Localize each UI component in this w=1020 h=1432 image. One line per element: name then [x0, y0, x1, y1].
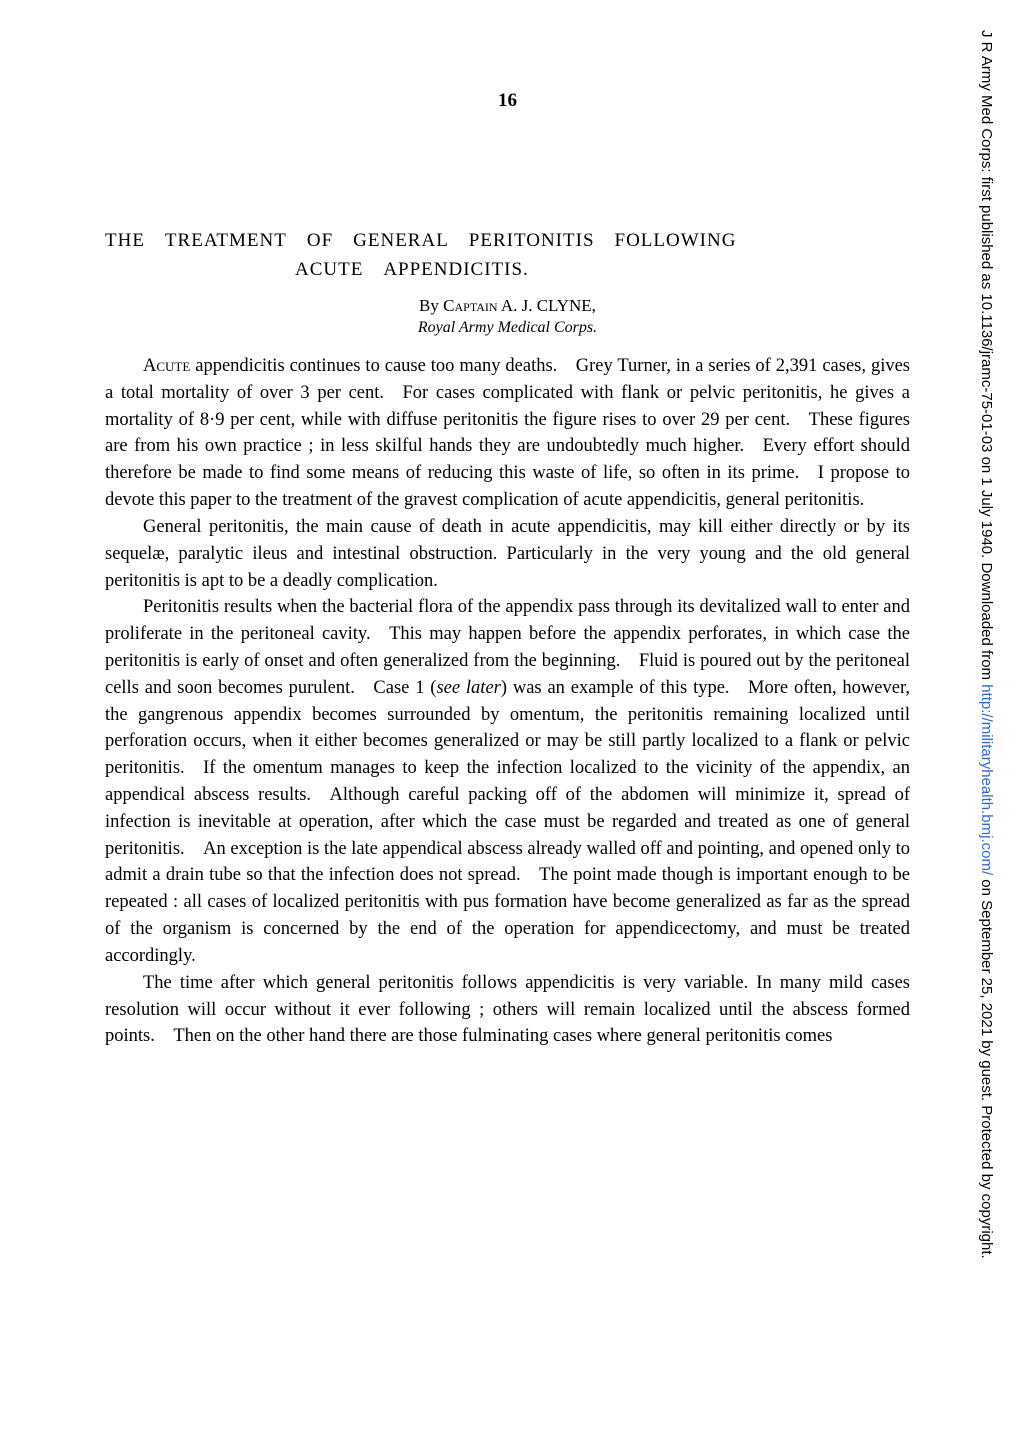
copyright-sidebar: J R Army Med Corps: first published as 1… [977, 30, 997, 1400]
paragraph-1: Acute appendicitis continues to cause to… [105, 353, 910, 514]
article-title: THE TREATMENT OF GENERAL PERITONITIS FOL… [105, 227, 910, 284]
article-body: Acute appendicitis continues to cause to… [105, 353, 910, 1050]
sidebar-text-1: J R Army Med Corps: first published as 1… [978, 30, 995, 684]
title-line-1: THE TREATMENT OF GENERAL PERITONITIS FOL… [105, 227, 910, 256]
paragraph-1-text: appendicitis continues to cause too many… [105, 356, 910, 510]
p3-italic: see later [436, 678, 500, 698]
page-number: 16 [105, 90, 910, 112]
paragraph-4: The time after which general peritonitis… [105, 970, 910, 1050]
sidebar-text-2: on September 25, 2021 by guest. Protecte… [978, 875, 995, 1259]
author-name: Captain A. J. CLYNE, [443, 296, 596, 315]
p3-after-italic: ) was an example of this type. More ofte… [105, 678, 910, 966]
paragraph-2: General peritonitis, the main cause of d… [105, 514, 910, 594]
title-line-2: ACUTE APPENDICITIS. [105, 256, 910, 285]
byline-prefix: By [419, 296, 443, 315]
source-link[interactable]: http://militaryhealth.bmj.com/ [978, 684, 995, 875]
paragraph-3: Peritonitis results when the bacterial f… [105, 594, 910, 969]
author-byline: By Captain A. J. CLYNE, [105, 296, 910, 316]
author-affiliation: Royal Army Medical Corps. [105, 319, 910, 337]
leading-word: Acute [143, 356, 190, 376]
